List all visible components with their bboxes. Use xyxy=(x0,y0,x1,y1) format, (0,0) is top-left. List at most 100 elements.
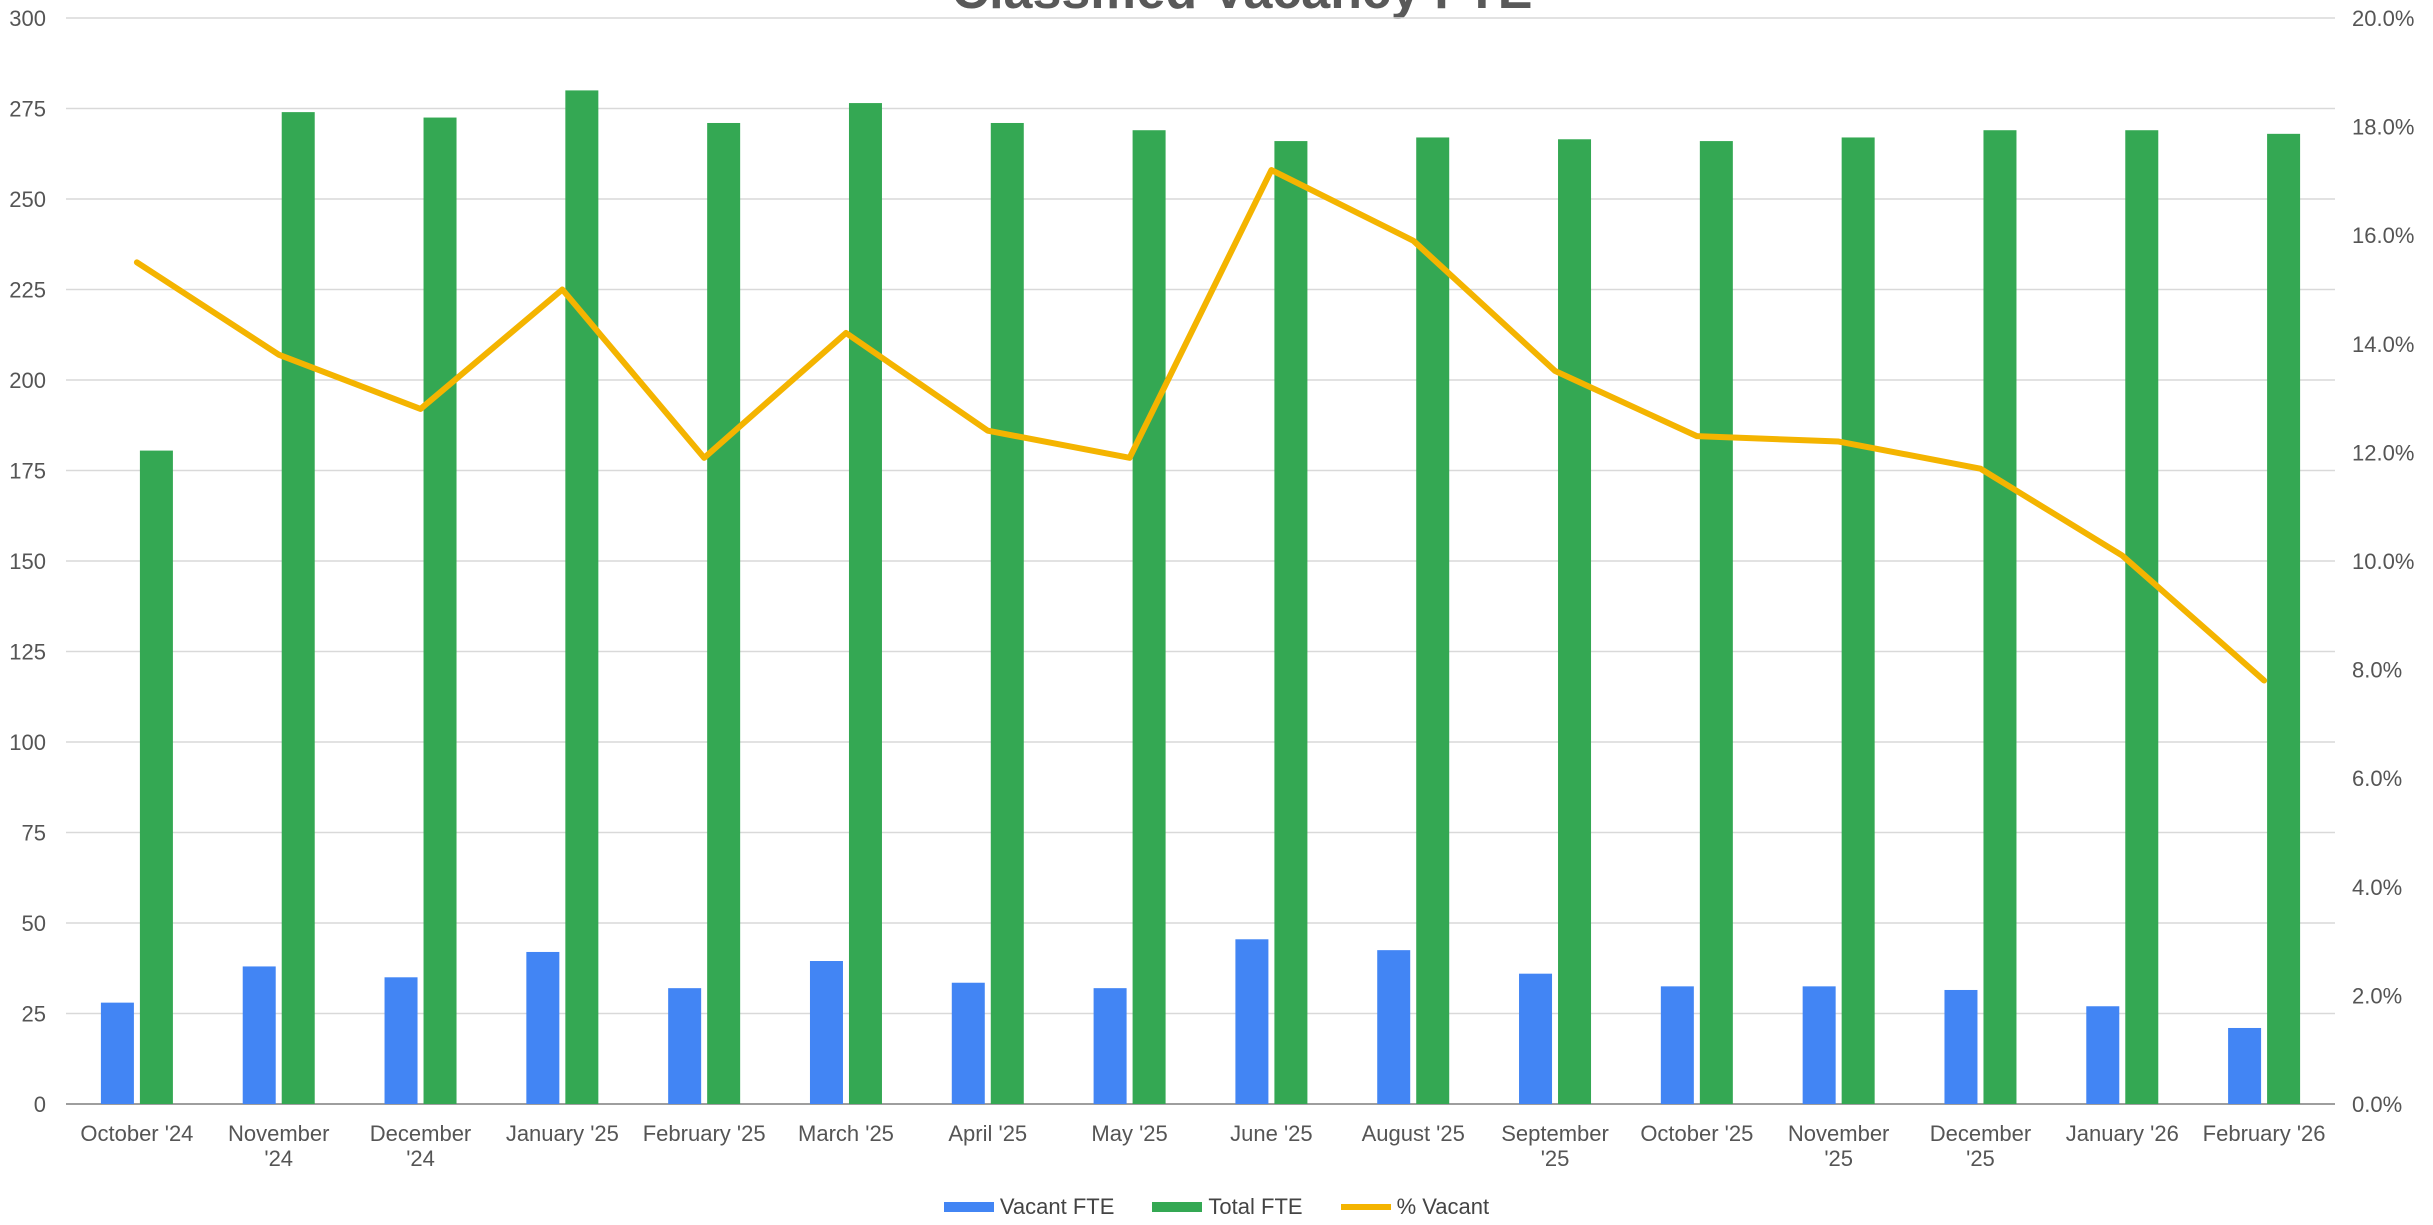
x-tick-label-line: '25 xyxy=(1824,1146,1853,1171)
y-right-tick-label: 2.0% xyxy=(2352,983,2402,1008)
y-left-tick-label: 225 xyxy=(9,278,46,303)
total-fte-bar xyxy=(848,103,882,1104)
y-right-tick-label: 20.0% xyxy=(2352,6,2414,31)
x-tick-label-line: September xyxy=(1501,1121,1609,1146)
legend-swatch-vacant xyxy=(943,1202,994,1212)
x-tick-label: April '25 xyxy=(948,1121,1027,1146)
x-tick-label: February '26 xyxy=(2203,1121,2326,1146)
y-right-tick-label: 0.0% xyxy=(2352,1092,2402,1117)
x-tick-label: June '25 xyxy=(1230,1121,1313,1146)
vacant-fte-bar xyxy=(242,966,276,1104)
total-fte-bar xyxy=(1983,130,2017,1105)
vacant-fte-bar xyxy=(1802,986,1836,1104)
left-axis-ticks: 0 25 50 75 100 125 150 175 200 225 250 275 300 xyxy=(9,6,46,1117)
total-fte-bar xyxy=(990,122,1024,1105)
x-tick-label: May '25 xyxy=(1091,1121,1167,1146)
legend-item-total: Total FTE xyxy=(1152,1194,1303,1220)
total-fte-bar xyxy=(281,112,315,1105)
x-tick-label-line: October '25 xyxy=(1640,1121,1753,1146)
x-tick-label: February '25 xyxy=(643,1121,766,1146)
total-fte-bar xyxy=(139,450,173,1105)
y-left-tick-label: 25 xyxy=(22,1002,46,1027)
y-left-tick-label: 150 xyxy=(9,549,46,574)
x-tick-label-line: '24 xyxy=(406,1146,435,1171)
total-fte-bar xyxy=(1841,137,1875,1104)
legend-swatch-percent xyxy=(1340,1204,1391,1210)
vacant-fte-bar xyxy=(668,988,702,1104)
x-tick-label: November '24 xyxy=(228,1121,329,1171)
total-fte-bar xyxy=(2125,130,2159,1105)
total-fte-bar xyxy=(1416,137,1450,1104)
x-tick-label-line: February '26 xyxy=(2203,1121,2326,1146)
y-left-tick-label: 50 xyxy=(22,911,46,936)
x-tick-label-line: December xyxy=(370,1121,471,1146)
x-tick-label-line: March '25 xyxy=(798,1121,894,1146)
x-tick-label-line: April '25 xyxy=(948,1121,1027,1146)
x-tick-label: December '25 xyxy=(1930,1121,2031,1171)
total-fte-bar xyxy=(423,117,457,1105)
vacant-fte-bar xyxy=(1944,989,1978,1104)
total-fte-bar xyxy=(565,90,599,1104)
y-left-tick-label: 175 xyxy=(9,459,46,484)
legend-item-vacant: Vacant FTE xyxy=(943,1194,1115,1220)
percent-line-group xyxy=(133,167,2268,684)
y-left-tick-label: 275 xyxy=(9,97,46,122)
chart-title-group: Classified Vacancy FTE xyxy=(952,0,1533,20)
x-tick-label-line: '25 xyxy=(1541,1146,1570,1171)
total-fte-bar xyxy=(1132,130,1166,1105)
legend-label-vacant: Vacant FTE xyxy=(999,1194,1115,1219)
x-tick-label: March '25 xyxy=(798,1121,894,1146)
x-tick-label-line: '24 xyxy=(264,1146,293,1171)
x-tick-label-line: January '26 xyxy=(2066,1121,2179,1146)
total-fte-bar xyxy=(1558,139,1592,1104)
y-left-tick-label: 0 xyxy=(34,1092,46,1117)
y-left-tick-label: 75 xyxy=(22,821,46,846)
legend-item-percent: % Vacant xyxy=(1340,1194,1490,1220)
bars-group xyxy=(100,90,2301,1105)
vacant-fte-bar xyxy=(951,982,985,1104)
total-fte-bar xyxy=(1699,141,1733,1104)
vacant-fte-bar xyxy=(2228,1027,2262,1104)
y-left-tick-label: 250 xyxy=(9,187,46,212)
legend-swatch-total xyxy=(1152,1202,1203,1212)
total-fte-bar xyxy=(2267,133,2301,1105)
y-right-tick-label: 12.0% xyxy=(2352,440,2414,465)
x-tick-label: December '24 xyxy=(370,1121,471,1171)
vacant-fte-bar xyxy=(2086,1006,2120,1104)
x-tick-label-line: December xyxy=(1930,1121,2031,1146)
x-tick-label: January '26 xyxy=(2066,1121,2179,1146)
x-tick-label-line: June '25 xyxy=(1230,1121,1313,1146)
vacant-fte-bar xyxy=(809,961,843,1104)
x-tick-label: January '25 xyxy=(506,1121,619,1146)
legend: Vacant FTE Total FTE % Vacant xyxy=(0,1194,2433,1220)
vacant-fte-bar xyxy=(1660,986,1694,1104)
right-axis-ticks: 0.0% 2.0% 4.0% 6.0% 8.0% 10.0% 12.0% 14.0% 16.0%… xyxy=(2352,6,2414,1117)
y-left-tick-label: 300 xyxy=(9,6,46,31)
x-tick-label-line: November xyxy=(228,1121,329,1146)
x-tick-label-line: November xyxy=(1788,1121,1889,1146)
vacant-fte-bar xyxy=(1093,988,1127,1104)
y-right-tick-label: 16.0% xyxy=(2352,223,2414,248)
x-tick-label-line: October '24 xyxy=(80,1121,193,1146)
vacant-fte-bar xyxy=(1519,973,1553,1104)
y-left-tick-label: 200 xyxy=(9,368,46,393)
y-right-tick-label: 8.0% xyxy=(2352,658,2402,683)
y-right-tick-label: 4.0% xyxy=(2352,875,2402,900)
x-tick-label-line: May '25 xyxy=(1091,1121,1167,1146)
vacant-fte-bar xyxy=(1235,939,1269,1104)
legend-label-percent: % Vacant xyxy=(1396,1194,1490,1219)
legend-label-total: Total FTE xyxy=(1208,1194,1303,1219)
total-fte-bar xyxy=(707,122,741,1105)
x-tick-label-line: '25 xyxy=(1966,1146,1995,1171)
x-tick-label-line: January '25 xyxy=(506,1121,619,1146)
x-tick-label: September '25 xyxy=(1501,1121,1609,1171)
y-right-tick-label: 10.0% xyxy=(2352,549,2414,574)
x-tick-label: November '25 xyxy=(1788,1121,1889,1171)
chart-title: Classified Vacancy FTE xyxy=(952,0,1533,20)
y-left-tick-label: 125 xyxy=(9,640,46,665)
vacant-fte-bar xyxy=(1377,950,1411,1104)
percent-vacant-line xyxy=(133,167,2268,684)
vacant-fte-bar xyxy=(100,1002,134,1104)
